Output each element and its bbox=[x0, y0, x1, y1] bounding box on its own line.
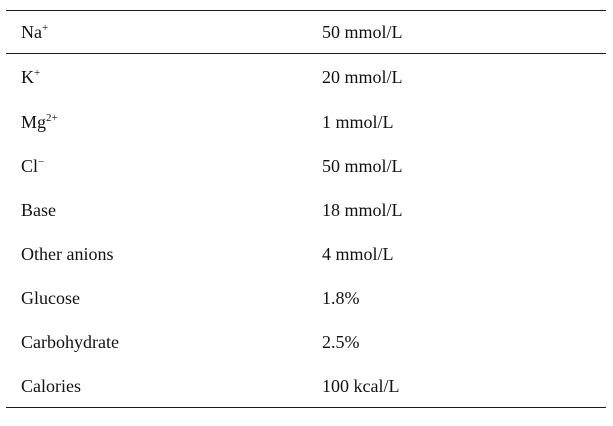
component-value: 1 mmol/L bbox=[322, 112, 394, 132]
table-row: Mg2+ 1 mmol/L bbox=[6, 100, 606, 144]
component-value: 18 mmol/L bbox=[322, 200, 403, 220]
component-value: 100 kcal/L bbox=[322, 375, 400, 396]
component-value: 50 mmol/L bbox=[322, 156, 403, 176]
table-row: K+ 20 mmol/L bbox=[6, 54, 606, 100]
bottom-rule bbox=[6, 407, 606, 408]
component-name: Calories bbox=[21, 375, 81, 396]
component-name: Na+ bbox=[21, 22, 49, 42]
table-row: Carbohydrate 2.5% bbox=[6, 320, 606, 364]
component-name: Glucose bbox=[21, 288, 80, 308]
table-row: Other anions 4 mmol/L bbox=[6, 232, 606, 276]
component-name: Mg2+ bbox=[21, 112, 58, 132]
component-value: 50 mmol/L bbox=[322, 22, 403, 42]
component-name: K+ bbox=[21, 67, 41, 87]
component-name: Carbohydrate bbox=[21, 332, 119, 352]
table-row: Glucose 1.8% bbox=[6, 276, 606, 320]
component-value: 20 mmol/L bbox=[322, 67, 403, 87]
table-row: Cl− 50 mmol/L bbox=[6, 144, 606, 188]
component-name: Cl− bbox=[21, 156, 45, 176]
component-value: 4 mmol/L bbox=[322, 244, 394, 264]
table-row: Calories 100 kcal/L bbox=[6, 364, 606, 407]
component-name: Base bbox=[21, 200, 56, 220]
top-rule bbox=[6, 10, 606, 11]
header-rule bbox=[6, 53, 606, 54]
table-row: Base 18 mmol/L bbox=[6, 188, 606, 232]
composition-table: Na+ 50 mmol/L K+ 20 mmol/L Mg2+ 1 mmol/L… bbox=[6, 10, 606, 408]
table-row: Na+ 50 mmol/L bbox=[6, 11, 606, 53]
component-value: 2.5% bbox=[322, 332, 360, 352]
component-name: Other anions bbox=[21, 244, 114, 264]
component-value: 1.8% bbox=[322, 288, 360, 308]
